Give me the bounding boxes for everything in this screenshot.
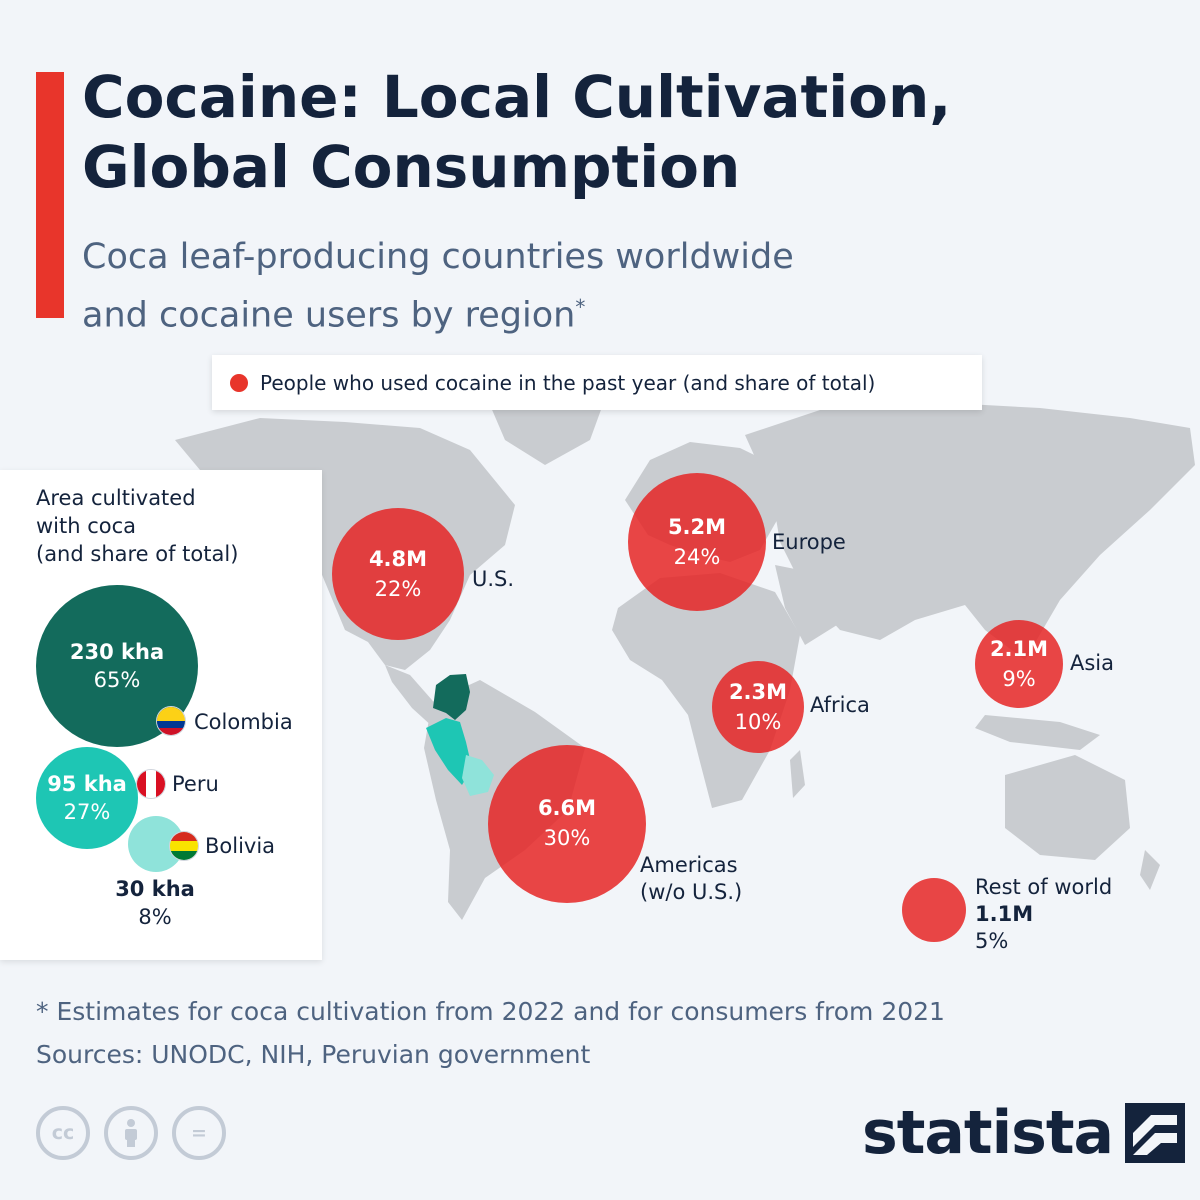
- peru-circle: [36, 747, 138, 849]
- peru-circle-label: 95 kha 27%: [36, 770, 138, 826]
- region-label-us: U.S.: [472, 567, 515, 591]
- landmass-australia: [1005, 755, 1130, 860]
- subtitle-line-1: Coca leaf-producing countries worldwide: [82, 237, 794, 277]
- bubble-europe-label: 5.2M 24%: [628, 512, 766, 572]
- footnote: * Estimates for coca cultivation from 20…: [36, 990, 1166, 1076]
- bolivia-area-value: 30 kha: [115, 877, 195, 901]
- bolivia-flag-icon: [169, 831, 199, 861]
- map-bolivia: [462, 755, 494, 796]
- peru-flag-icon: [136, 769, 166, 799]
- colombia-flag-icon: [156, 706, 186, 736]
- landmass-indonesia: [975, 715, 1100, 750]
- colombia-area-share: 65%: [93, 668, 141, 692]
- landmass-asia: [745, 402, 1195, 660]
- bubble-us: [332, 508, 464, 640]
- legend-label: People who used cocaine in the past year…: [260, 370, 876, 395]
- panel-heading-line-3: (and share of total): [36, 542, 239, 566]
- cultivation-panel: Area cultivated with coca (and share of …: [0, 470, 322, 960]
- bubble-asia: [975, 620, 1063, 708]
- bolivia-value-label: 30 kha 8%: [100, 875, 210, 931]
- americas-users-value: 6.6M: [537, 796, 597, 820]
- cc-icon[interactable]: cc: [36, 1106, 90, 1160]
- asia-users-value: 2.1M: [989, 637, 1049, 661]
- no-derivatives-icon[interactable]: =: [172, 1106, 226, 1160]
- region-label-rest-of-world: Rest of world 1.1M 5%: [975, 874, 1112, 955]
- region-label-europe: Europe: [772, 530, 846, 554]
- africa-users-share: 10%: [734, 710, 782, 734]
- bubble-americas-label: 6.6M 30%: [488, 793, 646, 853]
- statista-logo[interactable]: statista: [862, 1098, 1186, 1168]
- subtitle-line-2: and cocaine users by region: [82, 295, 576, 336]
- europe-users-value: 5.2M: [667, 515, 727, 539]
- peru-label: Peru: [172, 772, 219, 796]
- license-icons: cc =: [36, 1106, 226, 1160]
- colombia-circle-label: 230 kha 65%: [36, 638, 198, 694]
- no-derivatives-icon-text: =: [191, 1122, 207, 1144]
- legend: People who used cocaine in the past year…: [212, 355, 982, 410]
- map-peru: [426, 718, 472, 785]
- person-icon: [125, 1119, 137, 1147]
- landmass-new-zealand: [1140, 850, 1160, 890]
- attribution-icon[interactable]: [104, 1106, 158, 1160]
- asia-users-share: 9%: [1002, 667, 1036, 691]
- us-users-value: 4.8M: [368, 547, 428, 571]
- europe-users-share: 24%: [673, 545, 721, 569]
- region-label-africa: Africa: [810, 693, 870, 717]
- cc-icon-text: cc: [51, 1122, 75, 1144]
- panel-heading-line-1: Area cultivated: [36, 486, 196, 510]
- bubble-europe: [628, 473, 766, 611]
- landmass-arabia: [775, 565, 845, 645]
- region-label-americas: Americas (w/o U.S.): [640, 852, 742, 906]
- bubble-africa-label: 2.3M 10%: [712, 677, 804, 737]
- peru-area-share: 27%: [63, 800, 111, 824]
- bolivia-label: Bolivia: [205, 834, 276, 858]
- map-colombia: [433, 674, 470, 720]
- subtitle-footnote-marker: *: [575, 295, 586, 319]
- footnote-note: * Estimates for coca cultivation from 20…: [36, 997, 945, 1026]
- bubble-rest-of-world: [902, 878, 966, 942]
- americas-users-share: 30%: [543, 826, 591, 850]
- colombia-label: Colombia: [194, 710, 293, 734]
- region-label-asia: Asia: [1070, 651, 1115, 675]
- bubble-us-label: 4.8M 22%: [332, 544, 464, 604]
- bubble-africa: [712, 661, 804, 753]
- statista-mark-icon: [1125, 1103, 1186, 1163]
- bolivia-area-share: 8%: [138, 905, 172, 929]
- page-subtitle: Coca leaf-producing countries worldwide …: [82, 232, 982, 341]
- bubble-americas: [488, 745, 646, 903]
- rest-of-world-value: 1.1M: [975, 902, 1034, 926]
- colombia-area-value: 230 kha: [69, 640, 165, 664]
- footnote-sources: Sources: UNODC, NIH, Peruvian government: [36, 1040, 591, 1069]
- landmass-madagascar: [790, 750, 805, 798]
- peru-area-value: 95 kha: [47, 772, 127, 796]
- brand-wordmark: statista: [862, 1098, 1114, 1168]
- panel-heading-line-2: with coca: [36, 514, 137, 538]
- rest-of-world-share: 5%: [975, 929, 1009, 953]
- bubble-asia-label: 2.1M 9%: [975, 634, 1063, 694]
- region-label-americas-line-1: Americas: [640, 853, 738, 877]
- legend-swatch-icon: [230, 373, 248, 392]
- region-label-americas-line-2: (w/o U.S.): [640, 880, 743, 904]
- panel-heading: Area cultivated with coca (and share of …: [36, 484, 306, 568]
- page-title: Cocaine: Local Cultivation, Global Consu…: [82, 62, 1162, 202]
- africa-users-value: 2.3M: [728, 680, 788, 704]
- title-line-1: Cocaine: Local Cultivation,: [82, 63, 952, 131]
- us-users-share: 22%: [374, 577, 422, 601]
- title-line-2: Global Consumption: [82, 133, 741, 201]
- rest-of-world-name: Rest of world: [975, 875, 1113, 899]
- accent-bar: [36, 72, 64, 318]
